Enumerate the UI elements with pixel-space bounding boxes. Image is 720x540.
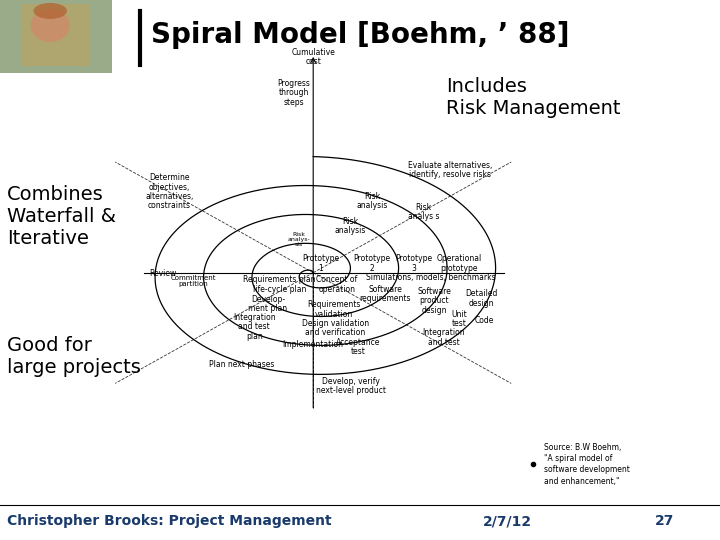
Text: Software
product
design: Software product design xyxy=(417,287,451,315)
Text: Spiral Model [Boehm, ’ 88]: Spiral Model [Boehm, ’ 88] xyxy=(151,21,570,49)
Text: 2/7/12: 2/7/12 xyxy=(482,514,531,528)
Text: Design validation
and verification: Design validation and verification xyxy=(302,319,369,337)
Text: Detailed
design: Detailed design xyxy=(465,289,497,308)
Text: Implementation: Implementation xyxy=(283,340,343,349)
Text: Includes
Risk Management: Includes Risk Management xyxy=(446,77,621,118)
Text: Evaluate alternatives,
identify, resolve risks: Evaluate alternatives, identify, resolve… xyxy=(408,161,492,179)
Text: Plan next phases: Plan next phases xyxy=(209,360,274,369)
Text: Commitment
partition: Commitment partition xyxy=(170,275,216,287)
Text: Operational
prototype: Operational prototype xyxy=(437,254,482,273)
Text: Unit
test: Unit test xyxy=(451,310,467,328)
Text: Risk
analys-
sis: Risk analys- sis xyxy=(287,232,310,247)
Text: 27: 27 xyxy=(655,514,675,528)
Text: Determine
objectives,
alternatives,
constraints: Determine objectives, alternatives, cons… xyxy=(145,173,194,210)
Text: Christopher Brooks: Project Management: Christopher Brooks: Project Management xyxy=(7,514,332,528)
Text: Good for
large projects: Good for large projects xyxy=(7,336,141,377)
Text: Prototype
2: Prototype 2 xyxy=(353,254,390,273)
Text: Develop-
ment plan: Develop- ment plan xyxy=(248,295,287,313)
Text: Simulations, models, benchmarks: Simulations, models, benchmarks xyxy=(366,273,495,281)
Text: Progress
through
steps: Progress through steps xyxy=(277,79,310,107)
Text: Acceptance
test: Acceptance test xyxy=(336,338,381,356)
Ellipse shape xyxy=(34,3,67,19)
Text: Code: Code xyxy=(474,316,493,325)
Text: Review: Review xyxy=(149,269,176,278)
Text: Software
requirements: Software requirements xyxy=(359,285,411,303)
Text: Concept of
operation: Concept of operation xyxy=(316,275,358,294)
Bar xyxy=(22,4,89,65)
Text: Cumulative
cost: Cumulative cost xyxy=(292,48,335,66)
Text: Integration
and test: Integration and test xyxy=(422,328,465,347)
Text: Requirements
validation: Requirements validation xyxy=(307,300,361,319)
Text: Prototype
3: Prototype 3 xyxy=(395,254,433,273)
Text: Develop, verify
next-level product: Develop, verify next-level product xyxy=(316,377,387,395)
Text: Risk
analysis: Risk analysis xyxy=(335,217,366,235)
Text: Risk
analys s: Risk analys s xyxy=(408,202,439,221)
Text: Requirements plan
life-cycle plan: Requirements plan life-cycle plan xyxy=(243,275,315,294)
Text: Combines
Waterfall &
Iterative: Combines Waterfall & Iterative xyxy=(7,185,116,247)
Text: Source: B.W Boehm,
"A spiral model of
software development
and enhancement,": Source: B.W Boehm, "A spiral model of so… xyxy=(544,443,629,485)
Text: Integration
and test
plan: Integration and test plan xyxy=(233,313,276,341)
Text: Prototype
1: Prototype 1 xyxy=(302,254,339,273)
Text: Risk
analysis: Risk analysis xyxy=(356,192,388,210)
Ellipse shape xyxy=(31,9,70,42)
